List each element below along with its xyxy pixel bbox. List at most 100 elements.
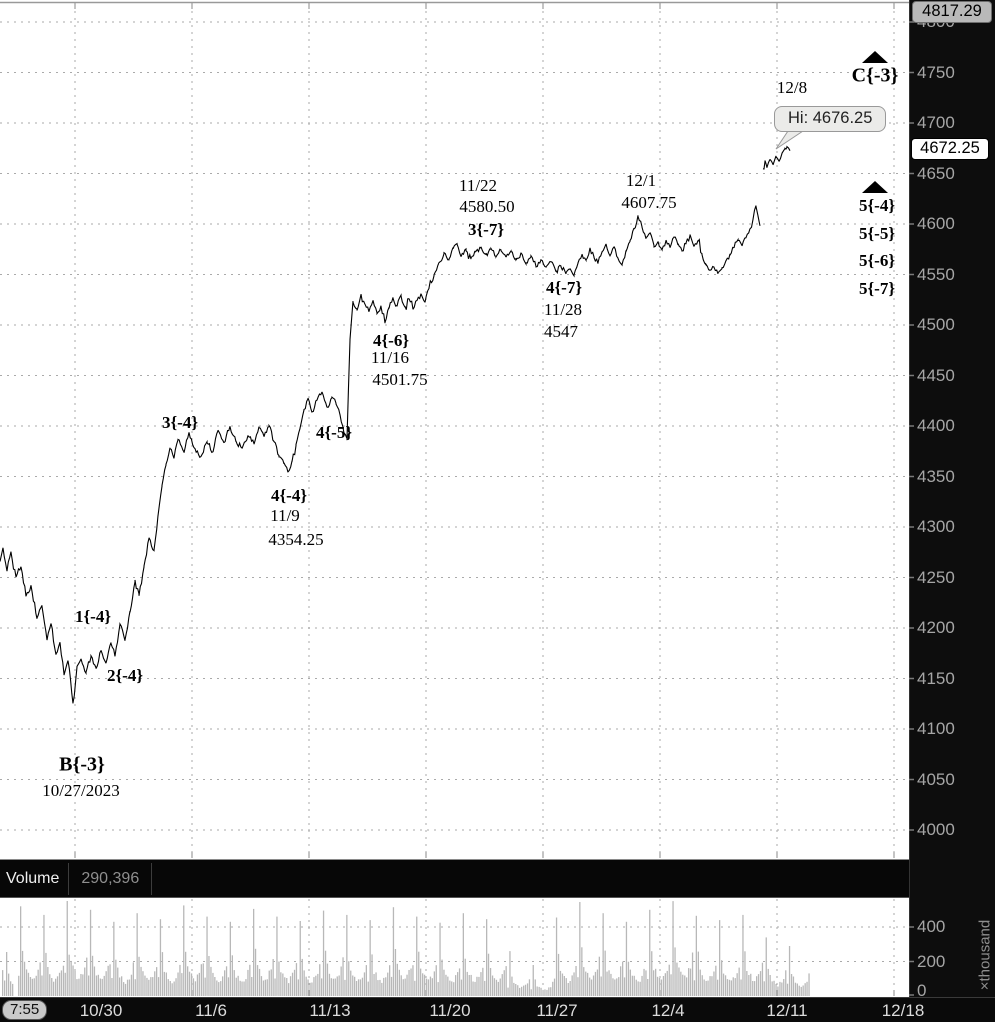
volume-bar [113, 921, 115, 996]
annotation-text[interactable]: 4607.75 [621, 193, 677, 212]
volume-bar [612, 978, 614, 996]
volume-bar [602, 913, 604, 996]
volume-bar [20, 906, 22, 996]
volume-bar [594, 971, 597, 996]
volume-bar [563, 976, 565, 996]
annotation-text[interactable]: 4354.25 [268, 530, 324, 549]
volume-bar [604, 950, 606, 996]
volume-bar [330, 978, 332, 996]
volume-bar [786, 983, 789, 996]
wave-label[interactable]: C{-3} [851, 64, 899, 87]
volume-bar [190, 973, 193, 996]
volume-bar [589, 977, 591, 996]
wave-label[interactable]: 5{-7} [858, 279, 896, 298]
volume-bar [435, 965, 437, 996]
volume-bar [713, 971, 715, 996]
volume-bar [773, 980, 775, 996]
wave-label[interactable]: 2{-4} [106, 666, 144, 685]
volume-bar [392, 907, 395, 996]
wave-label[interactable]: 5{-6} [858, 251, 896, 270]
volume-bar [472, 981, 474, 996]
volume-bar [208, 956, 210, 996]
volume-bar [550, 987, 552, 996]
volume-bar [759, 971, 762, 996]
volume-bar [740, 979, 742, 996]
volume-bar [767, 968, 769, 996]
volume-bar [521, 986, 523, 996]
volume-bar [78, 978, 80, 996]
annotation-text[interactable]: 11/16 [370, 348, 410, 367]
annotation-text[interactable]: 4580.50 [459, 197, 515, 216]
volume-axis-label: 200 [917, 952, 946, 971]
time-axis[interactable]: 7:55 10/30 11/6 11/13 11/20 11/27 12/4 12/11 12… [0, 997, 995, 1022]
volume-bar [389, 965, 391, 996]
annotation-text[interactable]: 11/28 [543, 300, 583, 319]
wave-label[interactable]: 5{-5} [858, 224, 896, 243]
annotation-text[interactable]: 11/9 [270, 506, 300, 525]
volume-bar [742, 914, 744, 996]
wave-label[interactable]: B{-3} [59, 753, 105, 776]
volume-bar [606, 971, 608, 996]
volume-bar [53, 981, 55, 996]
wave-label[interactable]: 3{-7} [467, 220, 505, 239]
volume-bar [622, 961, 624, 996]
triangle-up-marker[interactable] [862, 181, 888, 193]
volume-bar [600, 976, 602, 996]
volume-bar [309, 982, 311, 996]
volume-bar [711, 976, 713, 996]
volume-bar [526, 983, 529, 996]
annotation-text[interactable]: 12/1 [625, 171, 657, 190]
volume-bar [422, 973, 424, 996]
volume-bar [286, 978, 288, 996]
volume-bar [359, 979, 362, 996]
volume-bar [321, 978, 323, 996]
volume-bar [167, 979, 169, 996]
volume-bar [93, 966, 96, 996]
wave-label[interactable]: 1{-4} [74, 607, 112, 626]
volume-bar [623, 977, 626, 996]
annotation-text[interactable]: 4501.75 [372, 370, 428, 389]
annotation-text[interactable]: 11/22 [458, 176, 498, 195]
high-tooltip-callout[interactable]: Hi: 4676.25 [774, 106, 887, 132]
volume-bar [507, 987, 509, 996]
volume-bar [666, 970, 668, 996]
wave-label[interactable]: 3{-4} [161, 413, 199, 432]
volume-bar [303, 970, 305, 996]
volume-bar [385, 977, 387, 996]
volume-bar [159, 919, 162, 996]
volume-bar [610, 973, 612, 996]
volume-bar [121, 976, 123, 996]
price-axis-label: 4150 [917, 669, 955, 688]
volume-bar [105, 971, 107, 996]
volume-bar [51, 978, 53, 996]
volume-bar [284, 977, 286, 996]
volume-bar [74, 970, 76, 996]
annotation-text[interactable]: 12/8 [776, 78, 808, 97]
wave-label[interactable]: 4{-4} [270, 486, 308, 505]
time-axis-label: 12/4 [651, 1001, 685, 1020]
volume-bar [752, 981, 754, 996]
volume-bar [23, 961, 26, 996]
annotation-text[interactable]: 4547 [544, 322, 578, 341]
volume-bar [548, 987, 550, 996]
volume-bar [691, 952, 694, 996]
volume-bar [107, 965, 109, 996]
annotation-text[interactable]: 10/27/2023 [42, 781, 120, 800]
volume-bar [202, 963, 204, 996]
wave-label[interactable]: 4{-7} [545, 278, 583, 297]
volume-bar [342, 957, 344, 996]
volume-bar [148, 979, 150, 996]
wave-label[interactable]: 4{-5} [315, 423, 353, 442]
volume-bar [297, 979, 299, 996]
price-line-last-day [762, 145, 791, 170]
volume-bar [225, 966, 228, 996]
volume-bar [528, 979, 531, 996]
triangle-up-marker[interactable] [862, 51, 888, 63]
volume-bar [216, 980, 218, 996]
last-price-badge: 4672.25 [911, 138, 989, 160]
volume-bar [56, 976, 59, 996]
volume-bar [587, 972, 589, 996]
price-axis[interactable]: 4800475047004650460045504500445044004350… [909, 0, 995, 1000]
wave-label[interactable]: 5{-4} [858, 196, 896, 215]
volume-bar [519, 987, 521, 996]
